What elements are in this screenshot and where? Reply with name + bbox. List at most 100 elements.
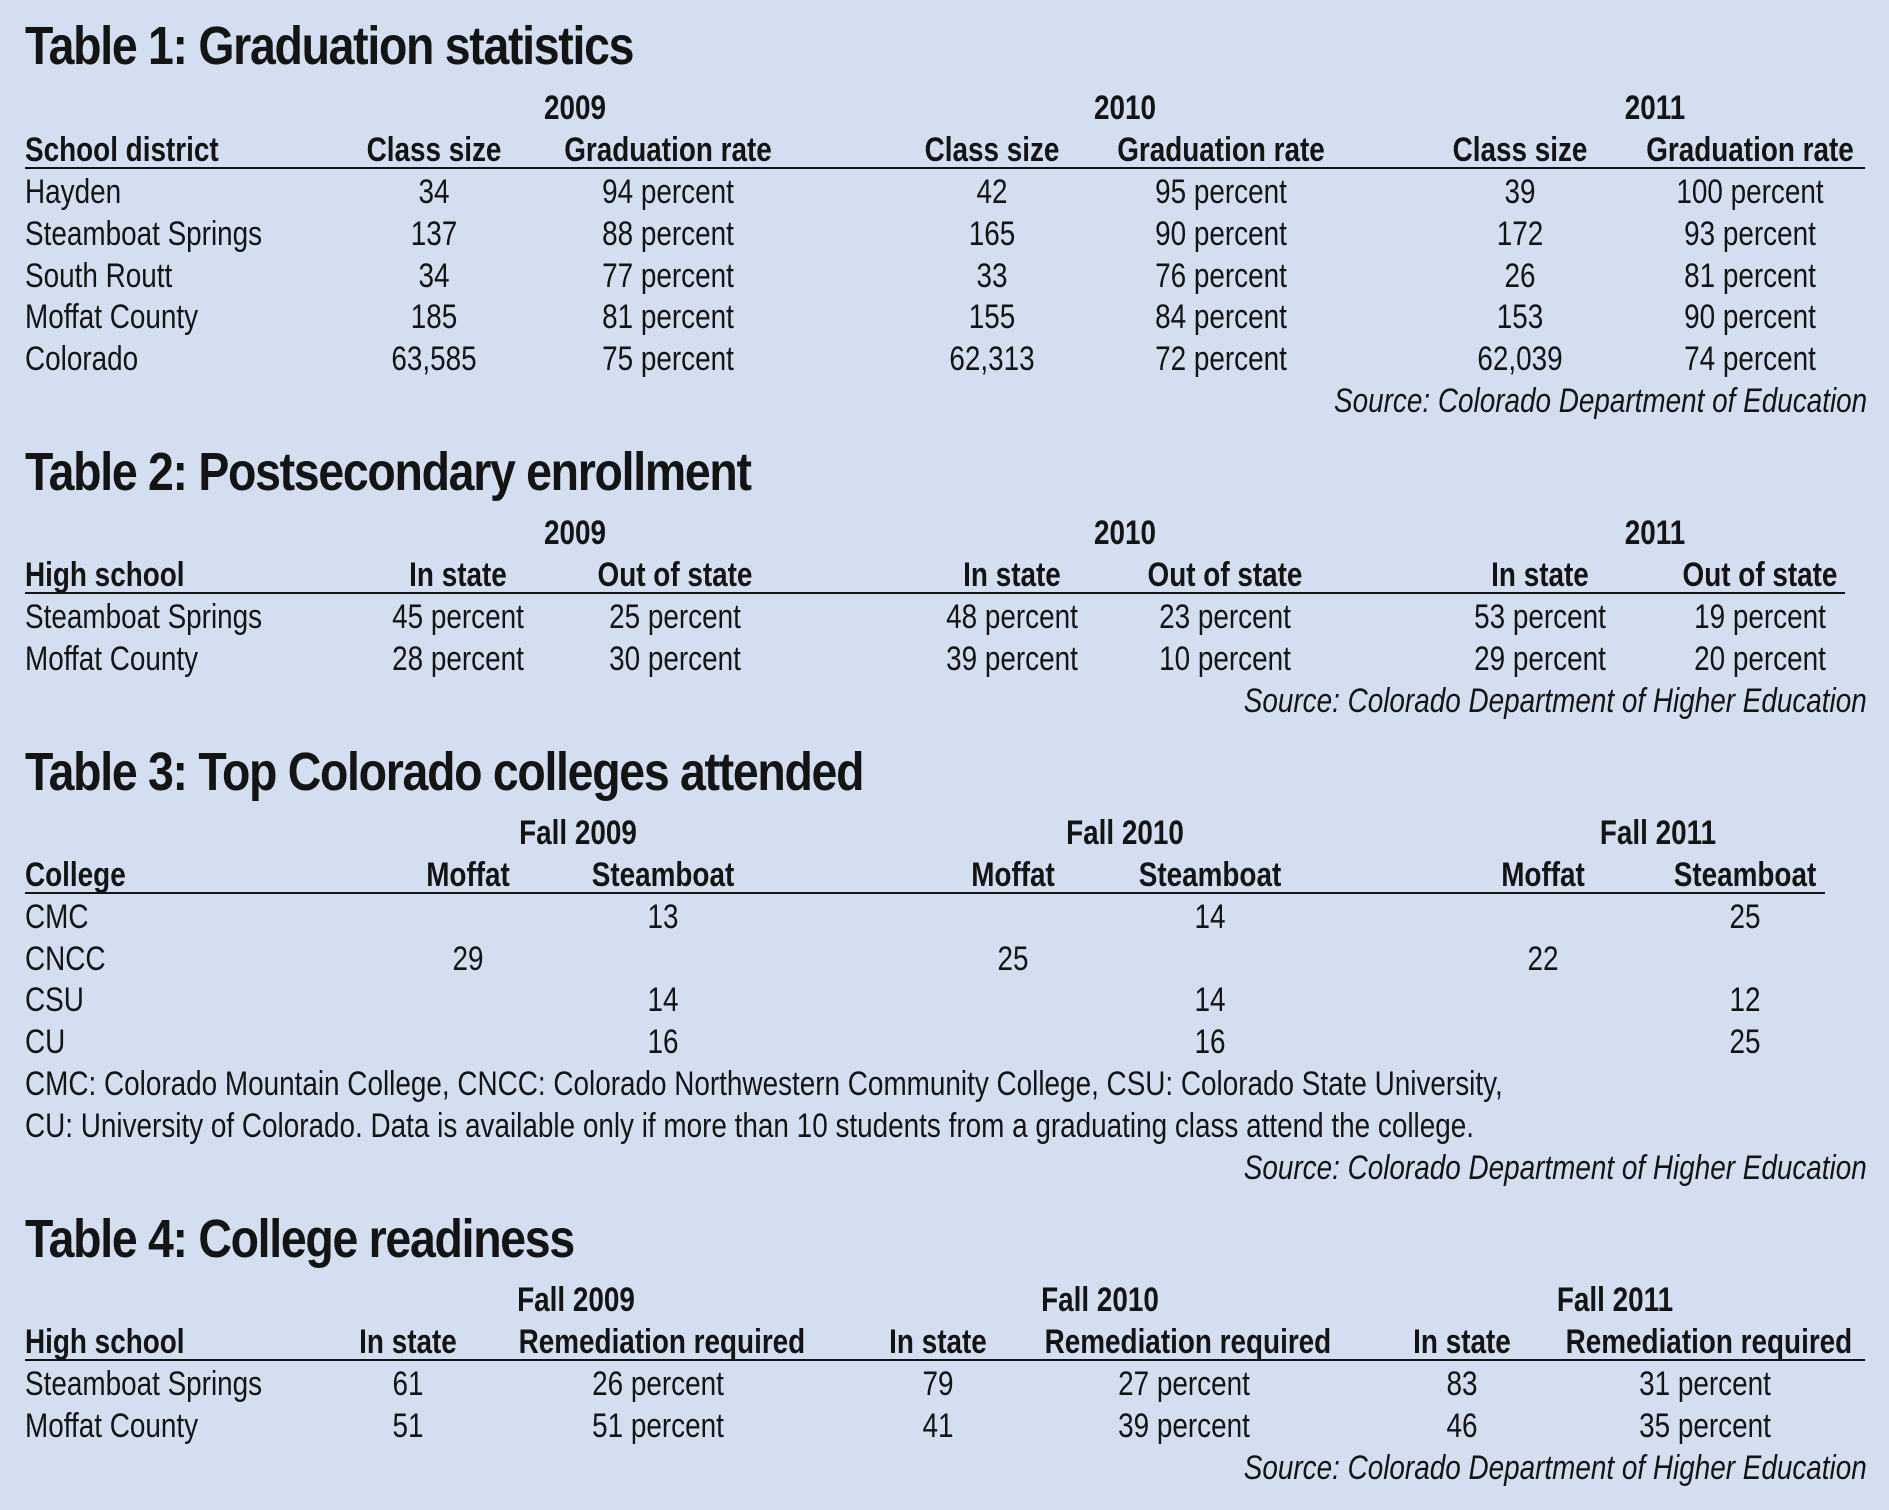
table2-cell: 30 percent [609, 640, 741, 678]
table1-cell: 34 [418, 173, 450, 211]
table4-header-rule [25, 1359, 1865, 1361]
table1-cell: 155 [968, 298, 1016, 336]
table1-cell: 172 [1496, 215, 1544, 253]
table4-header-in-state: In state [889, 1323, 987, 1361]
table2-source: Source: Colorado Department of Higher Ed… [1243, 682, 1867, 720]
table1-title: Table 1: Graduation statistics [25, 16, 634, 76]
table1-cell: 26 [1504, 257, 1536, 295]
table4-header-remediation: Remediation required [1044, 1323, 1332, 1361]
table2-row-name: Steamboat Springs [25, 598, 263, 636]
table1-row-name: Colorado [25, 340, 139, 378]
table1-cell: 93 percent [1684, 215, 1816, 253]
table1-cell: 84 percent [1155, 298, 1287, 336]
table1-cell: 39 [1504, 173, 1536, 211]
table1-cell: 62,313 [949, 340, 1035, 378]
table4-header-remediation: Remediation required [1565, 1323, 1853, 1361]
table3-cell: 25 [1729, 898, 1761, 936]
table2-cell: 20 percent [1694, 640, 1826, 678]
table2-cell: 53 percent [1474, 598, 1606, 636]
table2-cell: 10 percent [1159, 640, 1291, 678]
table1-cell: 76 percent [1155, 257, 1287, 295]
table4-title: Table 4: College readiness [25, 1209, 575, 1269]
table4-cell: 35 percent [1639, 1407, 1771, 1445]
table4-source: Source: Colorado Department of Higher Ed… [1243, 1449, 1867, 1487]
table1-cell: 62,039 [1477, 340, 1563, 378]
table3-cell: 14 [647, 981, 679, 1019]
table2-header-out-state: Out of state [1147, 556, 1303, 594]
table4-row-name: Steamboat Springs [25, 1365, 263, 1403]
table3-footnote-line2: CU: University of Colorado. Data is avai… [25, 1107, 1474, 1145]
table4-cell: 61 [392, 1365, 424, 1403]
table1-cell: 185 [410, 298, 458, 336]
table2-header-in-state: In state [409, 556, 507, 594]
table3-row-name: CSU [25, 981, 84, 1019]
table3-row-name: CNCC [25, 940, 106, 978]
table1-row-name: Hayden [25, 173, 122, 211]
table3-cell: 16 [647, 1023, 679, 1061]
table2-title: Table 2: Postsecondary enrollment [25, 442, 752, 502]
table1-cell: 90 percent [1155, 215, 1287, 253]
table1-cell: 34 [418, 257, 450, 295]
table1-row-name: Steamboat Springs [25, 215, 263, 253]
table3-cell: 25 [1729, 1023, 1761, 1061]
table1-header-class-size: Class size [1452, 131, 1588, 169]
table3-cell: 14 [1194, 981, 1226, 1019]
table1-row-name: Moffat County [25, 298, 199, 336]
table1-cell: 81 percent [1684, 257, 1816, 295]
table1-cell: 63,585 [391, 340, 477, 378]
table1-cell: 165 [968, 215, 1016, 253]
table4-cell: 27 percent [1118, 1365, 1250, 1403]
table3-cell: 22 [1527, 940, 1559, 978]
table4-cell: 51 percent [592, 1407, 724, 1445]
table3-header-moffat: Moffat [971, 856, 1055, 894]
table2-header-rule [25, 592, 1845, 594]
table4-row-name: Moffat County [25, 1407, 199, 1445]
table2-cell: 29 percent [1474, 640, 1606, 678]
table1-cell: 137 [410, 215, 458, 253]
table2-year-2009: 2009 [543, 514, 607, 552]
table2-cell: 39 percent [946, 640, 1078, 678]
table2-year-2011: 2011 [1624, 514, 1686, 552]
table4-cell: 41 [922, 1407, 954, 1445]
table1-header-district: School district [25, 131, 219, 169]
table1-header-class-size: Class size [366, 131, 502, 169]
table3-header-college: College [25, 856, 126, 894]
table4-cell: 83 [1446, 1365, 1478, 1403]
table2-cell: 28 percent [392, 640, 524, 678]
table2-row-name: Moffat County [25, 640, 199, 678]
table4-year-2010: Fall 2010 [1041, 1281, 1159, 1319]
table2-header-out-state: Out of state [1682, 556, 1838, 594]
table3-year-2009: Fall 2009 [519, 814, 637, 852]
table4-header-remediation: Remediation required [518, 1323, 806, 1361]
table2-cell: 25 percent [609, 598, 741, 636]
table3-year-2010: Fall 2010 [1066, 814, 1184, 852]
table1-cell: 77 percent [602, 257, 734, 295]
table3-footnote-line1: CMC: Colorado Mountain College, CNCC: Co… [25, 1065, 1503, 1103]
table3-cell: 14 [1194, 898, 1226, 936]
table1-cell: 33 [976, 257, 1008, 295]
table1-year-2010: 2010 [1093, 89, 1157, 127]
table3-source: Source: Colorado Department of Higher Ed… [1243, 1149, 1867, 1187]
table1-cell: 90 percent [1684, 298, 1816, 336]
table4-year-2009: Fall 2009 [517, 1281, 635, 1319]
table3-row-name: CU [25, 1023, 66, 1061]
table4-header-in-state: In state [1413, 1323, 1511, 1361]
table1-cell: 42 [976, 173, 1008, 211]
table4-header-school: High school [25, 1323, 185, 1361]
table4-cell: 51 [392, 1407, 424, 1445]
table3-header-moffat: Moffat [426, 856, 510, 894]
table2-header-in-state: In state [1491, 556, 1589, 594]
table2-header-in-state: In state [963, 556, 1061, 594]
table1-row-name: South Routt [25, 257, 173, 295]
table4-cell: 31 percent [1639, 1365, 1771, 1403]
table1-header-grad-rate: Graduation rate [1646, 131, 1854, 169]
table1-cell: 88 percent [602, 215, 734, 253]
table1-cell: 74 percent [1684, 340, 1816, 378]
table3-title: Table 3: Top Colorado colleges attended [25, 742, 864, 802]
table3-year-2011: Fall 2011 [1599, 814, 1717, 852]
table1-cell: 75 percent [602, 340, 734, 378]
table1-header-grad-rate: Graduation rate [564, 131, 772, 169]
table4-cell: 26 percent [592, 1365, 724, 1403]
table1-year-2011: 2011 [1624, 89, 1686, 127]
